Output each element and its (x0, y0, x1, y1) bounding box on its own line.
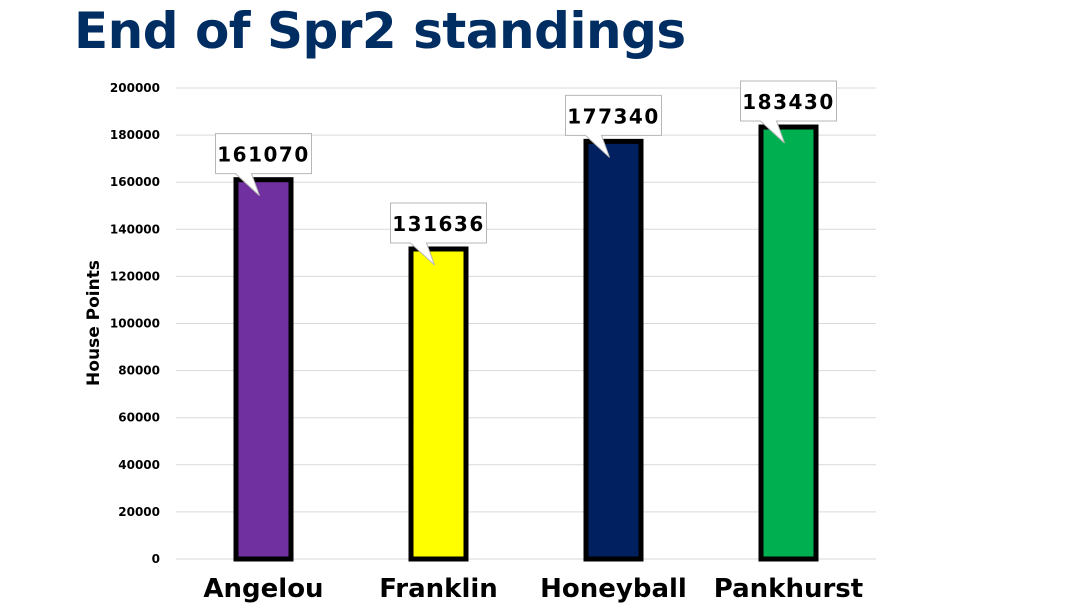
x-axis-categories: Angelou Franklin Honeyball Pankhurst (203, 574, 863, 604)
y-tick-label: 140000 (110, 222, 160, 236)
callout-shape (740, 80, 837, 144)
bar-franklin (408, 246, 469, 562)
y-tick-label: 40000 (118, 458, 160, 472)
chart-title: End of Spr2 standings (74, 2, 686, 60)
y-axis-label: House Points (84, 260, 104, 386)
bar-angelou (233, 177, 294, 562)
bar-pankhurst (758, 124, 819, 562)
data-label: 183430 (742, 90, 835, 114)
y-axis-ticks: 0 20000 40000 60000 80000 100000 120000 140000 1… (110, 81, 160, 566)
x-category-label: Pankhurst (714, 574, 863, 604)
bar-honeyball (583, 138, 644, 562)
data-label-callout: 183430 (740, 80, 837, 144)
data-label-callout: 161070 (215, 133, 312, 197)
y-tick-label: 60000 (118, 411, 160, 425)
y-tick-label: 120000 (110, 269, 160, 283)
bars (233, 124, 819, 562)
y-tick-label: 20000 (118, 505, 160, 519)
callout-shape (565, 94, 662, 158)
x-category-label: Honeyball (540, 574, 687, 604)
data-labels: 161070 131636 177340 183430 (215, 80, 837, 266)
callout-shape (390, 202, 487, 266)
y-tick-label: 180000 (110, 128, 160, 142)
data-label: 177340 (567, 104, 660, 128)
data-label: 131636 (392, 212, 485, 236)
y-tick-label: 0 (152, 552, 160, 566)
y-tick-label: 160000 (110, 175, 160, 189)
y-tick-label: 200000 (110, 81, 160, 95)
callout-shape (215, 133, 312, 197)
x-category-label: Angelou (203, 574, 323, 604)
data-label-callout: 131636 (390, 202, 487, 266)
data-label: 161070 (217, 143, 310, 167)
y-tick-label: 100000 (110, 317, 160, 331)
y-tick-label: 80000 (118, 364, 160, 378)
data-label-callout: 177340 (565, 94, 662, 158)
x-category-label: Franklin (379, 574, 498, 604)
